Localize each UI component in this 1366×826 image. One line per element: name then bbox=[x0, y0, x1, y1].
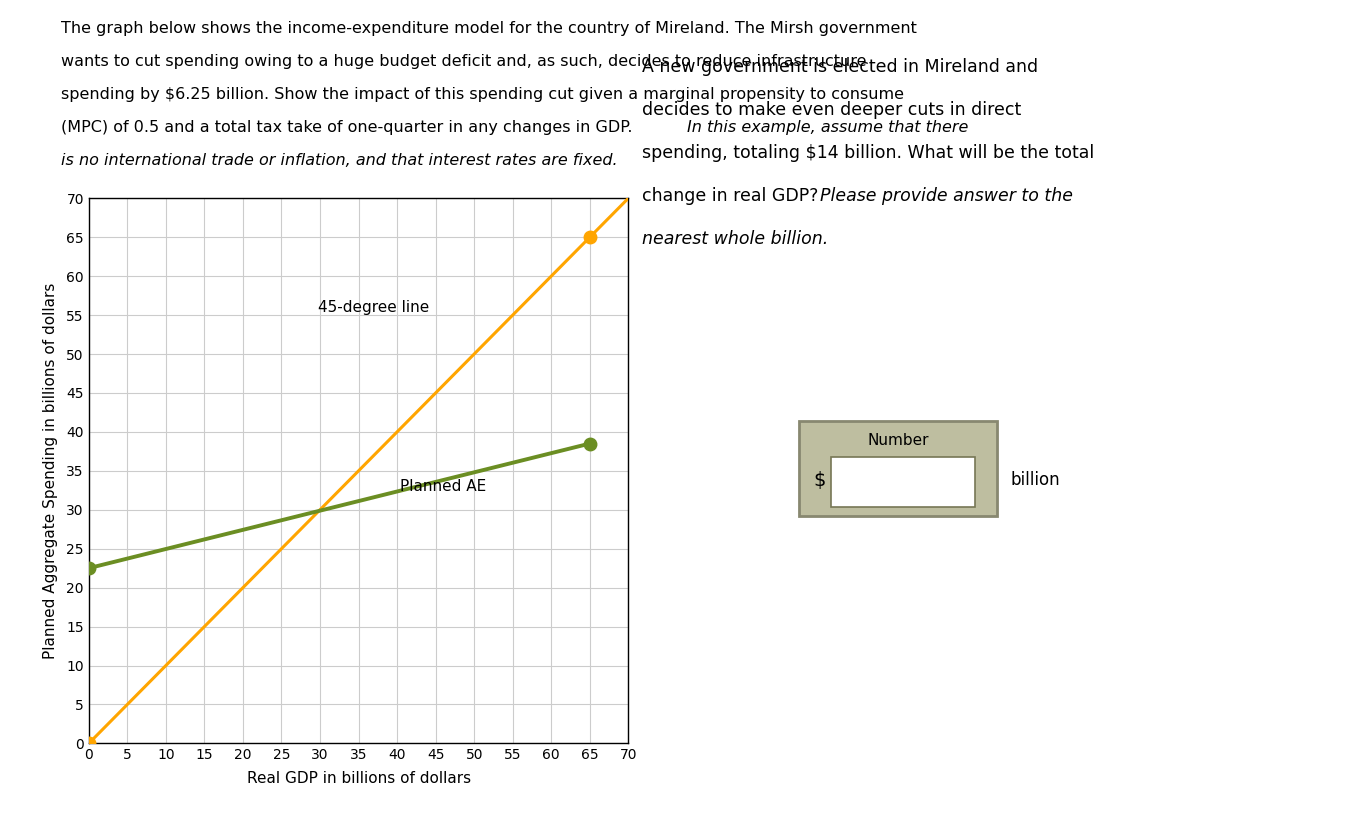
Text: change in real GDP?: change in real GDP? bbox=[642, 187, 829, 205]
Text: spending, totaling $14 billion. What will be the total: spending, totaling $14 billion. What wil… bbox=[642, 144, 1094, 162]
Text: Please provide answer to the: Please provide answer to the bbox=[820, 187, 1072, 205]
Text: Number: Number bbox=[867, 433, 929, 448]
Text: decides to make even deeper cuts in direct: decides to make even deeper cuts in dire… bbox=[642, 101, 1022, 119]
Text: wants to cut spending owing to a huge budget deficit and, as such, decides to re: wants to cut spending owing to a huge bu… bbox=[61, 54, 867, 69]
Text: $: $ bbox=[813, 471, 825, 490]
Text: Planned AE: Planned AE bbox=[400, 479, 486, 494]
FancyBboxPatch shape bbox=[799, 421, 997, 516]
Text: billion: billion bbox=[1011, 471, 1060, 489]
Text: (MPC) of 0.5 and a total tax take of one-quarter in any changes in GDP.: (MPC) of 0.5 and a total tax take of one… bbox=[61, 120, 643, 135]
Text: spending by $6.25 billion. Show the impact of this spending cut given a marginal: spending by $6.25 billion. Show the impa… bbox=[61, 87, 904, 102]
Text: The graph below shows the income-expenditure model for the country of Mireland. : The graph below shows the income-expendi… bbox=[61, 21, 918, 36]
Text: is no international trade or inflation, and that interest rates are fixed.: is no international trade or inflation, … bbox=[61, 153, 617, 168]
X-axis label: Real GDP in billions of dollars: Real GDP in billions of dollars bbox=[246, 771, 471, 786]
FancyBboxPatch shape bbox=[831, 458, 975, 506]
Text: In this example, assume that there: In this example, assume that there bbox=[687, 120, 968, 135]
Y-axis label: Planned Aggregate Spending in billions of dollars: Planned Aggregate Spending in billions o… bbox=[42, 282, 57, 659]
Text: 45-degree line: 45-degree line bbox=[318, 300, 430, 315]
Text: A new government is elected in Mireland and: A new government is elected in Mireland … bbox=[642, 58, 1038, 76]
Text: nearest whole billion.: nearest whole billion. bbox=[642, 230, 828, 248]
